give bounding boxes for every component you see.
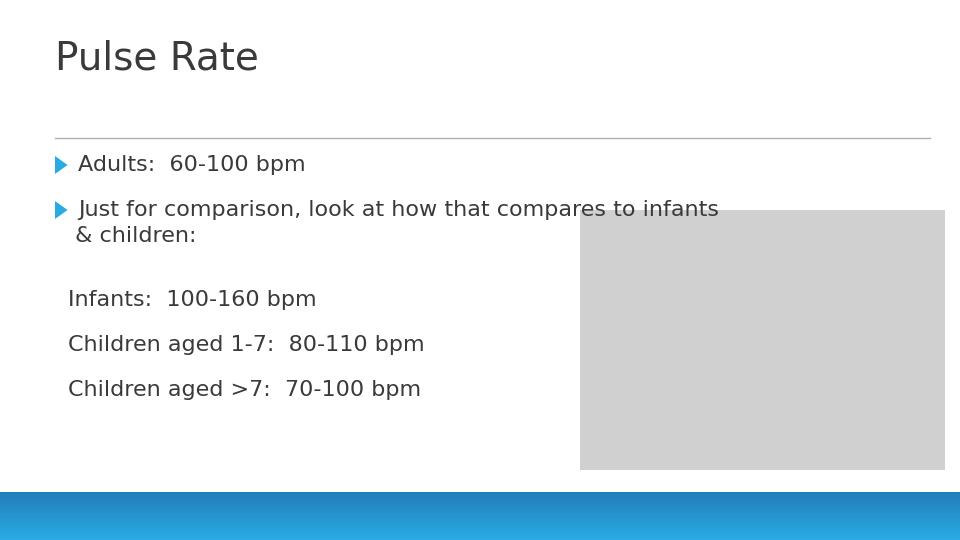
Bar: [0, 511, 960, 512]
Text: Adults:  60-100 bpm: Adults: 60-100 bpm: [78, 155, 305, 175]
Bar: [0, 497, 960, 498]
Bar: [0, 509, 960, 510]
Bar: [0, 526, 960, 527]
Bar: [0, 518, 960, 519]
Bar: [0, 517, 960, 518]
Bar: [0, 521, 960, 522]
Bar: [0, 508, 960, 509]
Bar: [0, 538, 960, 539]
Bar: [0, 537, 960, 538]
Bar: [0, 496, 960, 497]
Bar: [0, 512, 960, 514]
Bar: [0, 515, 960, 516]
Bar: [0, 516, 960, 517]
Bar: [0, 523, 960, 524]
Bar: [0, 510, 960, 511]
Text: & children:: & children:: [68, 226, 197, 246]
Bar: [0, 522, 960, 523]
Bar: [0, 496, 960, 497]
Bar: [0, 519, 960, 520]
Bar: [0, 525, 960, 526]
Bar: [0, 530, 960, 531]
Bar: [0, 503, 960, 504]
Bar: [0, 536, 960, 537]
Bar: [0, 516, 960, 518]
Bar: [0, 503, 960, 505]
Bar: [0, 533, 960, 535]
Bar: [0, 532, 960, 534]
Text: Pulse Rate: Pulse Rate: [55, 40, 259, 78]
Bar: [0, 528, 960, 530]
Bar: [0, 528, 960, 529]
Bar: [0, 535, 960, 536]
Bar: [0, 514, 960, 515]
Bar: [580, 210, 945, 470]
Bar: [0, 491, 960, 493]
Text: Infants:  100-160 bpm: Infants: 100-160 bpm: [68, 290, 317, 310]
Bar: [0, 495, 960, 496]
Bar: [0, 524, 960, 525]
Bar: [0, 501, 960, 502]
Bar: [0, 500, 960, 501]
Bar: [0, 529, 960, 530]
Text: Just for comparison, look at how that compares to infants: Just for comparison, look at how that co…: [78, 200, 719, 220]
Bar: [0, 513, 960, 515]
Bar: [0, 534, 960, 535]
Bar: [0, 531, 960, 533]
Bar: [0, 539, 960, 540]
Text: Children aged 1-7:  80-110 bpm: Children aged 1-7: 80-110 bpm: [68, 335, 424, 355]
Bar: [0, 526, 960, 528]
Bar: [0, 511, 960, 513]
Bar: [0, 494, 960, 495]
Bar: [0, 498, 960, 499]
Bar: [0, 500, 960, 502]
Bar: [0, 506, 960, 507]
Bar: [0, 519, 960, 521]
Bar: [0, 505, 960, 507]
Bar: [0, 493, 960, 495]
Bar: [0, 502, 960, 503]
Bar: [0, 508, 960, 510]
Bar: [0, 536, 960, 538]
Polygon shape: [55, 201, 67, 219]
Text: Children aged >7:  70-100 bpm: Children aged >7: 70-100 bpm: [68, 380, 421, 400]
Bar: [0, 523, 960, 525]
Bar: [0, 507, 960, 508]
Bar: [0, 504, 960, 505]
Bar: [0, 531, 960, 532]
Bar: [0, 499, 960, 500]
Bar: [0, 521, 960, 522]
Bar: [0, 492, 960, 494]
Polygon shape: [55, 156, 67, 174]
